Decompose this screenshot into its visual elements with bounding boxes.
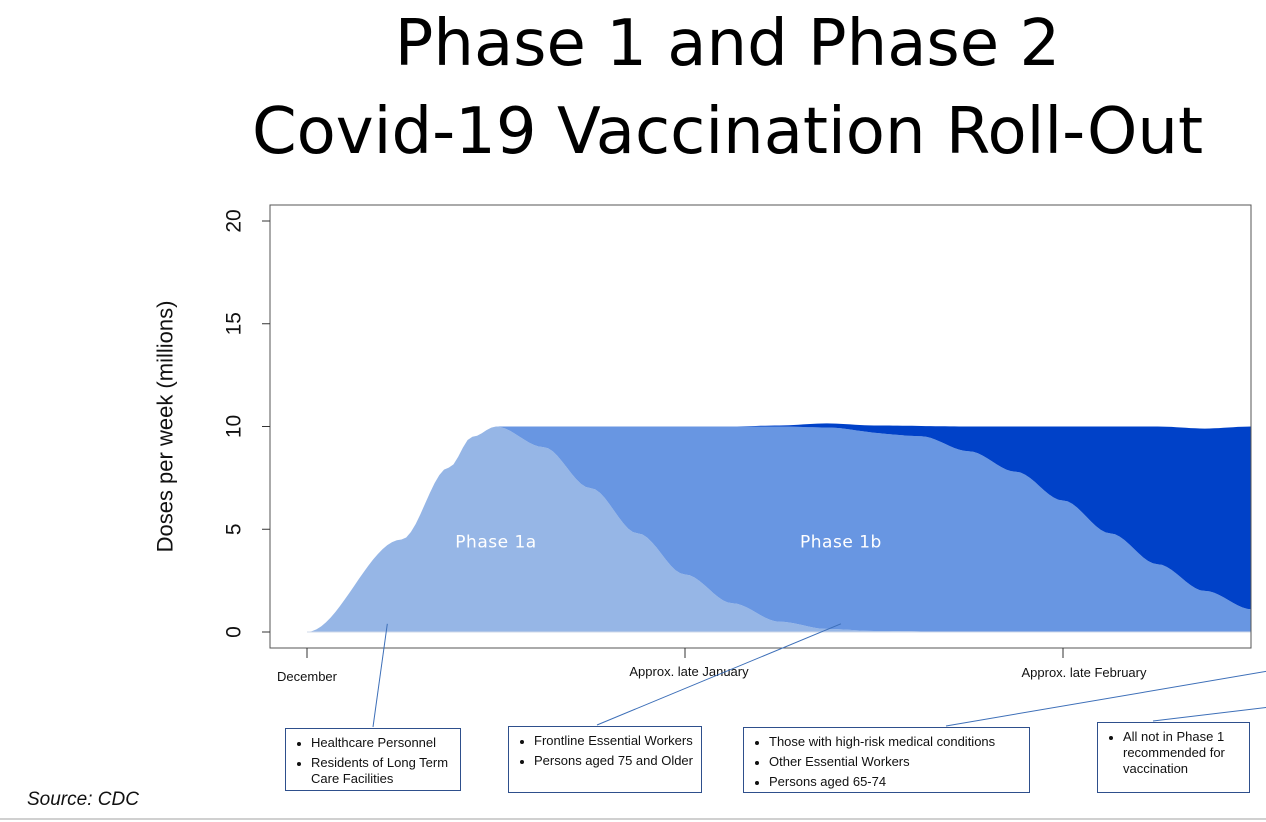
page-title-line-1: Phase 1 and Phase 2 bbox=[394, 7, 1061, 81]
annotation-item: Residents of Long Term Care Facilities bbox=[311, 755, 456, 787]
annotation-box-phase-1c: Those with high-risk medical conditions … bbox=[743, 727, 1030, 793]
phase-label: Phase 1a bbox=[455, 533, 536, 553]
annotation-leader-line bbox=[1152, 707, 1266, 722]
annotation-item: All not in Phase 1 recommended for vacci… bbox=[1123, 729, 1235, 777]
y-tick-label: 15 bbox=[222, 312, 245, 335]
y-tick-label: 0 bbox=[222, 626, 245, 638]
annotation-leader-line bbox=[596, 623, 842, 726]
annotation-leader-line bbox=[945, 670, 1266, 727]
annotation-box-phase-2: All not in Phase 1 recommended for vacci… bbox=[1097, 722, 1250, 793]
slide-bottom-divider bbox=[0, 818, 1266, 820]
annotation-item: Persons aged 65-74 bbox=[769, 774, 1025, 790]
y-tick-label: 20 bbox=[222, 209, 245, 232]
annotation-box-phase-1a: Healthcare Personnel Residents of Long T… bbox=[285, 728, 461, 791]
page-title-line-2: Covid-19 Vaccination Roll-Out bbox=[251, 95, 1204, 169]
x-tick-label: December bbox=[277, 669, 338, 684]
y-axis-label: Doses per week (millions) bbox=[153, 301, 178, 553]
y-tick-label: 5 bbox=[222, 523, 245, 535]
x-tick-label: Approx. late February bbox=[1021, 665, 1147, 680]
annotation-item: Those with high-risk medical conditions bbox=[769, 734, 1025, 750]
series-area-phase-1a bbox=[307, 426, 1251, 632]
source-note: Source: CDC bbox=[27, 789, 139, 810]
phase-label: Phase 1b bbox=[800, 533, 882, 553]
annotation-item: Other Essential Workers bbox=[769, 754, 1025, 770]
annotation-item: Persons aged 75 and Older bbox=[534, 753, 697, 769]
annotation-box-phase-1b: Frontline Essential Workers Persons aged… bbox=[508, 726, 702, 793]
series-area-phase-1b bbox=[307, 426, 1251, 632]
x-tick-label: Approx. late January bbox=[629, 664, 749, 679]
annotation-item: Healthcare Personnel bbox=[311, 735, 456, 751]
series-group bbox=[307, 423, 1251, 632]
y-tick-label: 10 bbox=[222, 415, 245, 438]
annotation-leader-line bbox=[372, 623, 388, 728]
series-area-phase-1c bbox=[307, 423, 1251, 632]
annotation-item: Frontline Essential Workers bbox=[534, 733, 697, 749]
